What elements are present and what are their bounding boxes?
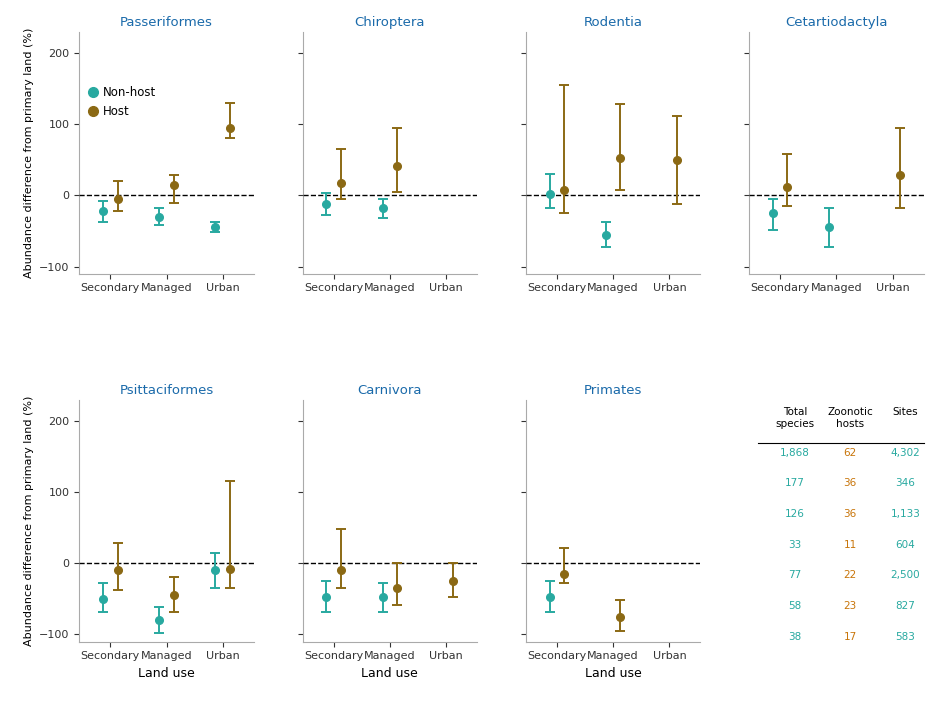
Text: 36: 36 xyxy=(843,509,856,519)
Text: 827: 827 xyxy=(896,601,915,611)
Title: Chiroptera: Chiroptera xyxy=(355,16,425,29)
X-axis label: Land use: Land use xyxy=(138,667,195,680)
Legend: Non-host, Host: Non-host, Host xyxy=(85,81,160,123)
Text: 1,133: 1,133 xyxy=(890,509,920,519)
Text: 1,868: 1,868 xyxy=(780,448,810,458)
Text: 22: 22 xyxy=(843,570,856,580)
Text: 23: 23 xyxy=(843,601,856,611)
Title: Cetartiodactyla: Cetartiodactyla xyxy=(786,16,887,29)
Text: 126: 126 xyxy=(785,509,805,519)
Text: Sites: Sites xyxy=(893,407,918,417)
Title: Rodentia: Rodentia xyxy=(584,16,643,29)
Text: 4,302: 4,302 xyxy=(890,448,920,458)
Text: 36: 36 xyxy=(843,479,856,489)
Title: Passeriformes: Passeriformes xyxy=(120,16,213,29)
Y-axis label: Abundance difference from primary land (%): Abundance difference from primary land (… xyxy=(23,396,34,646)
Text: 33: 33 xyxy=(788,540,801,550)
Y-axis label: Abundance difference from primary land (%): Abundance difference from primary land (… xyxy=(23,27,34,278)
Text: Total
species: Total species xyxy=(775,407,815,429)
Text: 38: 38 xyxy=(788,632,801,642)
X-axis label: Land use: Land use xyxy=(585,667,642,680)
Text: Zoonotic
hosts: Zoonotic hosts xyxy=(828,407,873,429)
Text: 58: 58 xyxy=(788,601,801,611)
Text: 346: 346 xyxy=(896,479,915,489)
Text: 604: 604 xyxy=(896,540,915,550)
Text: 62: 62 xyxy=(843,448,856,458)
Text: 2,500: 2,500 xyxy=(890,570,920,580)
Text: 177: 177 xyxy=(785,479,805,489)
Title: Carnivora: Carnivora xyxy=(357,384,422,397)
Title: Primates: Primates xyxy=(584,384,642,397)
Text: 583: 583 xyxy=(896,632,915,642)
Title: Psittaciformes: Psittaciformes xyxy=(119,384,214,397)
Text: 77: 77 xyxy=(788,570,801,580)
X-axis label: Land use: Land use xyxy=(361,667,418,680)
Text: 11: 11 xyxy=(843,540,856,550)
Text: 17: 17 xyxy=(843,632,856,642)
